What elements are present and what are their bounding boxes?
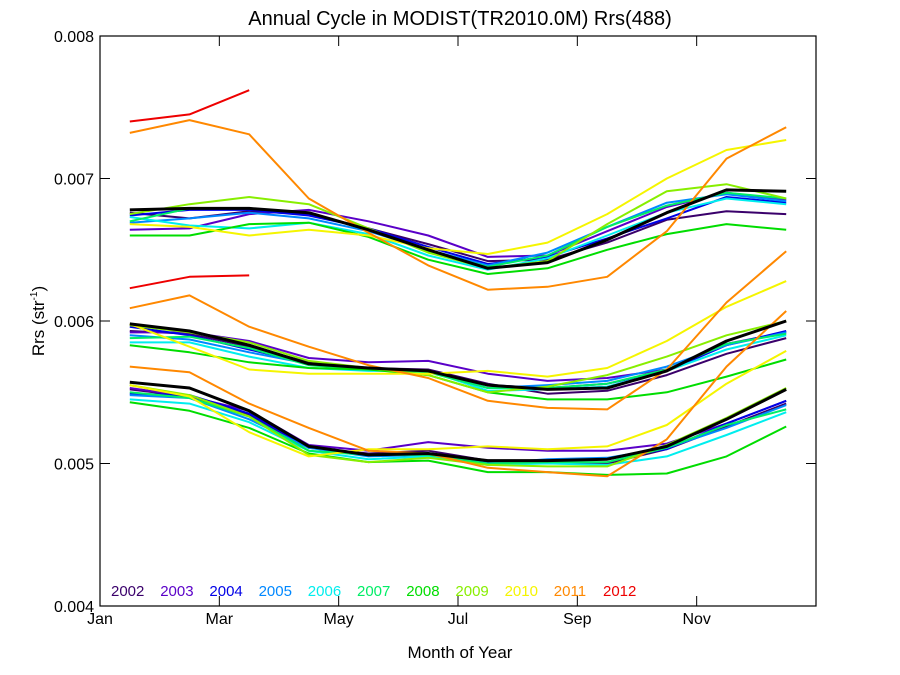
mean-line-lower	[129, 380, 787, 463]
legend-item-2007: 2007	[357, 583, 390, 600]
series-line-2009-middle	[129, 320, 787, 394]
mean-line-middle	[129, 319, 787, 391]
y-axis-ticks: 0.004 0.005 0.006 0.007 0.008	[54, 29, 816, 616]
mean-line-upper	[129, 188, 787, 270]
x-tick-label: Jul	[448, 611, 468, 628]
series-lines	[129, 89, 787, 478]
series-line-2009-lower	[129, 384, 787, 468]
x-tick-label: Sep	[563, 611, 592, 628]
legend-item-2002: 2002	[111, 583, 144, 600]
legend-item-2009: 2009	[455, 583, 488, 600]
series-line-2003-upper	[129, 191, 787, 258]
series-line-2012-upper	[129, 89, 250, 123]
legend-item-2011: 2011	[554, 583, 586, 600]
series-line-2008-lower	[129, 401, 787, 476]
x-tick-label: Jan	[87, 611, 113, 628]
x-tick-label: Mar	[206, 611, 234, 628]
series-line-2010-middle	[129, 280, 787, 378]
series-line-2012-middle	[129, 274, 250, 290]
legend-item-2006: 2006	[308, 583, 341, 600]
legend-item-2010: 2010	[505, 583, 538, 600]
y-tick-label: 0.006	[54, 314, 94, 331]
legend-item-2004: 2004	[209, 583, 242, 600]
y-axis-label-sup: -1	[29, 291, 40, 300]
x-axis-label: Month of Year	[408, 643, 513, 662]
x-axis-ticks: Jan Mar May Jul Sep Nov	[87, 36, 711, 628]
series-line-2011-middle	[129, 250, 787, 411]
y-tick-label: 0.007	[54, 172, 94, 189]
series-line-2011-lower	[129, 310, 787, 478]
series-line-2011-upper	[129, 119, 787, 291]
x-tick-label: May	[324, 611, 354, 628]
plot-frame	[99, 35, 817, 607]
y-tick-label: 0.004	[54, 599, 94, 616]
legend: 2002 2003 2004 2005 2006 2007 2008 2009 2010 2011…	[111, 583, 636, 600]
mean-lines	[129, 188, 787, 463]
y-axis-label-close: )	[29, 286, 48, 292]
legend-item-2012: 2012	[603, 583, 636, 600]
series-line-2010-upper	[129, 139, 787, 255]
series-line-2008-upper	[129, 221, 787, 275]
y-tick-label: 0.008	[54, 29, 94, 46]
chart-title: Annual Cycle in MODIST(TR2010.0M) Rrs(48…	[248, 8, 671, 30]
y-tick-label: 0.005	[54, 457, 94, 474]
x-tick-label: Nov	[682, 611, 710, 628]
y-axis-label: Rrs (str-1)	[29, 286, 48, 356]
series-line-2002-lower	[129, 388, 787, 465]
series-line-2010-lower	[129, 350, 787, 458]
legend-item-2005: 2005	[259, 583, 292, 600]
legend-item-2003: 2003	[160, 583, 193, 600]
legend-item-2008: 2008	[406, 583, 439, 600]
y-axis-label-main: Rrs (str	[29, 300, 48, 356]
